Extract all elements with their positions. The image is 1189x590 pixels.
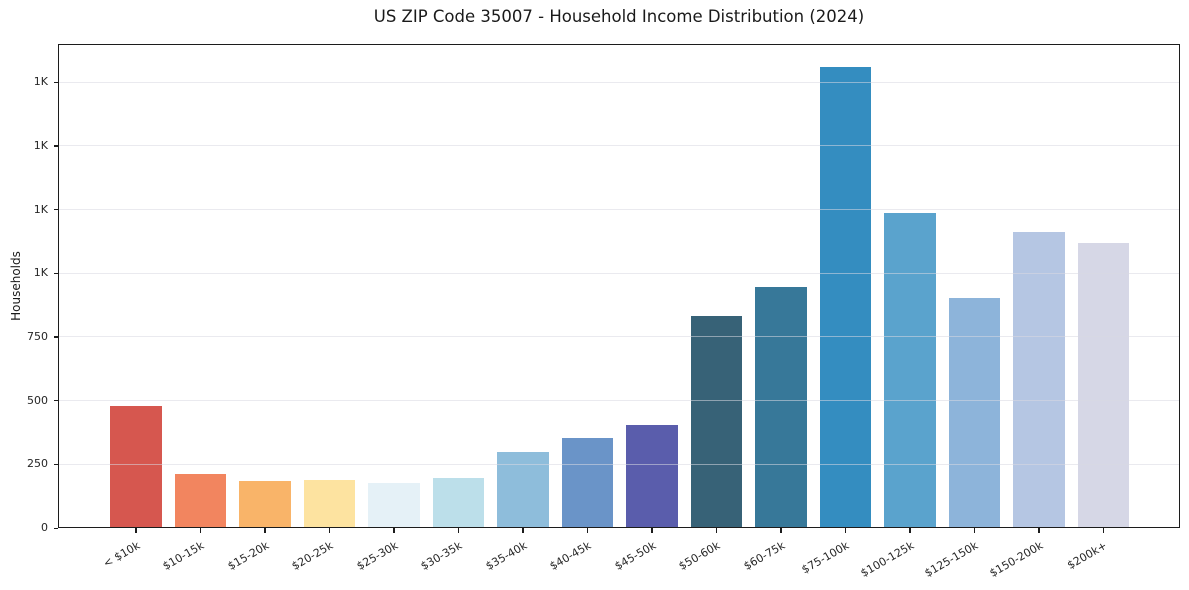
y-tick-label: 1K bbox=[33, 266, 48, 280]
bar bbox=[432, 477, 485, 528]
grid-line bbox=[58, 272, 1180, 274]
x-tick bbox=[909, 528, 911, 533]
y-tick bbox=[53, 272, 58, 275]
bar bbox=[303, 479, 356, 528]
grid-line bbox=[58, 336, 1180, 338]
bar bbox=[690, 315, 743, 528]
x-tick bbox=[457, 528, 460, 533]
bar bbox=[1013, 231, 1065, 528]
x-tick bbox=[135, 528, 137, 533]
y-tick-label: 1K bbox=[33, 138, 48, 152]
plot-frame bbox=[58, 44, 1180, 528]
y-tick bbox=[53, 81, 58, 83]
x-tick bbox=[651, 528, 653, 533]
y-tick-label: 0 bbox=[41, 521, 48, 534]
x-tick bbox=[780, 528, 782, 533]
bar bbox=[1077, 242, 1130, 528]
y-tick bbox=[53, 209, 58, 211]
bar bbox=[626, 425, 678, 528]
y-axis-label: Households bbox=[9, 251, 23, 321]
y-tick-label: 750 bbox=[27, 329, 48, 343]
x-tick bbox=[393, 528, 395, 533]
x-tick bbox=[1038, 528, 1040, 533]
x-tick bbox=[844, 528, 847, 533]
bar bbox=[497, 452, 549, 528]
bar bbox=[239, 481, 291, 528]
bar bbox=[561, 438, 614, 528]
grid-line bbox=[58, 81, 1180, 83]
grid-line bbox=[58, 463, 1180, 465]
x-tick bbox=[973, 528, 976, 533]
y-tick-label: 1K bbox=[33, 75, 48, 89]
y-tick-label: 250 bbox=[27, 457, 48, 471]
grid-line bbox=[58, 209, 1180, 211]
bar bbox=[174, 473, 227, 528]
y-tick bbox=[53, 336, 58, 338]
bar bbox=[948, 297, 1001, 528]
x-tick bbox=[522, 528, 524, 533]
chart-title: US ZIP Code 35007 - Household Income Dis… bbox=[373, 7, 865, 26]
grid-line bbox=[58, 145, 1180, 147]
y-tick bbox=[53, 145, 58, 147]
y-tick bbox=[53, 400, 58, 402]
x-tick bbox=[264, 528, 266, 533]
y-tick bbox=[53, 463, 58, 466]
x-tick bbox=[1102, 528, 1105, 533]
grid-line bbox=[58, 400, 1180, 402]
x-tick bbox=[328, 528, 331, 533]
x-tick bbox=[586, 528, 589, 533]
y-tick bbox=[53, 527, 58, 529]
bar bbox=[110, 406, 162, 528]
x-tick bbox=[199, 528, 202, 533]
x-tick bbox=[715, 528, 718, 533]
bar bbox=[819, 66, 872, 528]
plot-area bbox=[58, 44, 1180, 528]
y-tick-label: 1K bbox=[33, 202, 48, 216]
y-tick-label: 500 bbox=[27, 393, 48, 407]
bar bbox=[755, 287, 807, 528]
bar bbox=[368, 483, 420, 528]
bar bbox=[884, 212, 936, 528]
